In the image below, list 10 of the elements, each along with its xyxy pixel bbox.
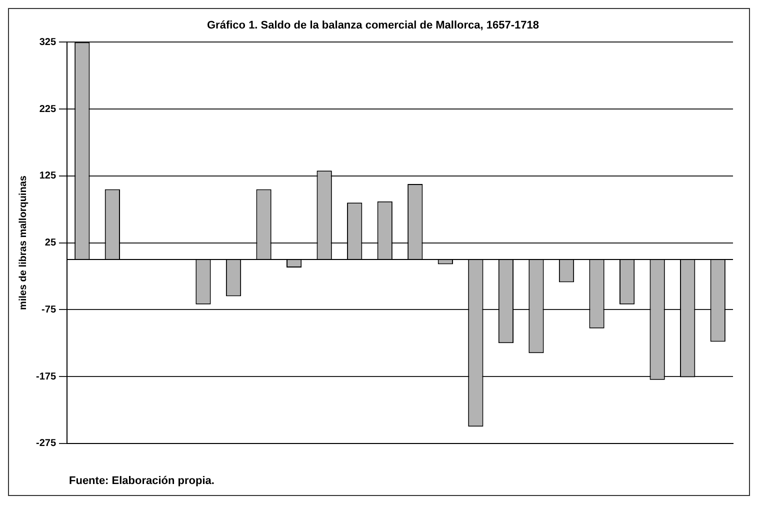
y-tick-label: -175 [36, 371, 56, 382]
source-note: Fuente: Elaboración propia. [68, 474, 216, 489]
y-axis-title: miles de libras mallorquinas [18, 175, 29, 310]
y-tick-label: 225 [39, 104, 56, 115]
y-tick-label: 325 [39, 36, 56, 48]
y-tick-label: 25 [44, 238, 56, 249]
y-tick-label: -275 [36, 438, 56, 450]
y-tick-label: -75 [42, 304, 56, 316]
y-tick-label: 125 [39, 170, 56, 182]
chart-title: Gráfico 1. Saldo de la balanza comercial de Mallorca, 1657-1718 [207, 20, 539, 32]
